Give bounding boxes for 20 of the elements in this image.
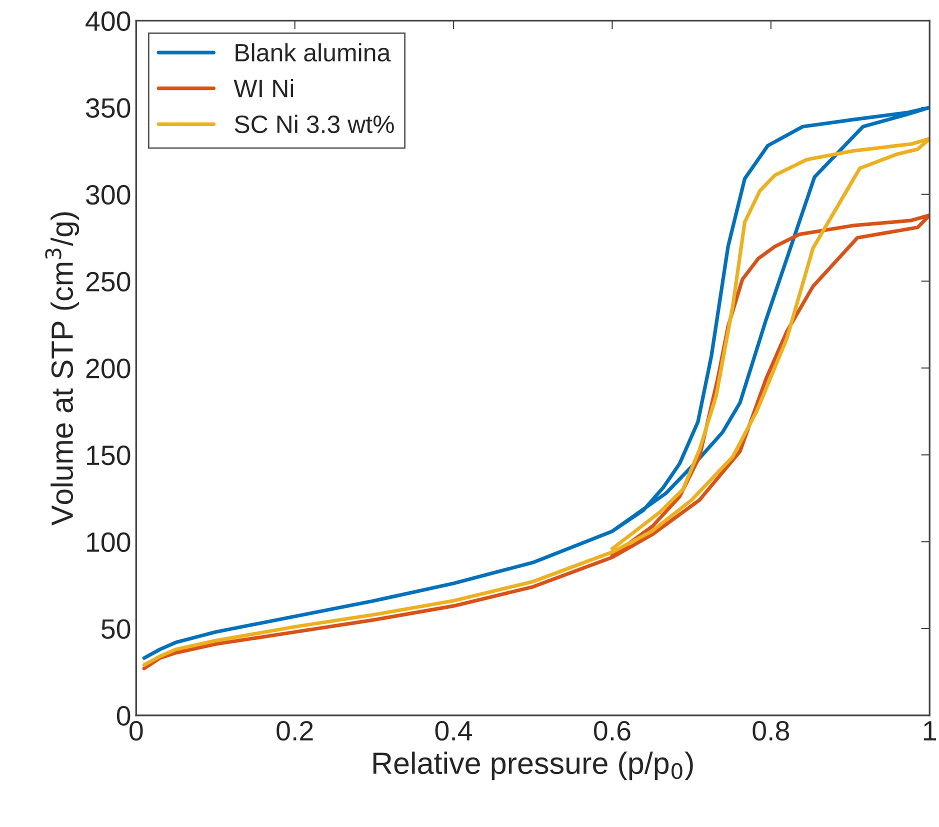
x-tick-label: 0.8 [752, 720, 790, 741]
y-axis-title: Volume at STP (cm$^{3}$/g) [45, 212, 80, 526]
x-axis-title: Relative pressure (p/p$_{0}$) [373, 752, 693, 780]
x-tick-label: 1 [924, 721, 936, 740]
y-tick-label: 150 [87, 446, 130, 466]
y-tick-label: 100 [87, 532, 130, 552]
y-tick-label: 0 [116, 706, 130, 726]
x-tick-label: 0.2 [276, 720, 313, 741]
y-tick-label: 400 [86, 11, 130, 32]
legend-label: WI Ni [234, 78, 294, 98]
y-tick-label: 200 [86, 358, 130, 378]
x-tick-label: 0 [130, 720, 143, 741]
x-tick-label: 0.4 [435, 720, 472, 741]
y-tick-label: 250 [86, 272, 130, 292]
x-tick-label: 0.6 [594, 720, 630, 741]
legend-label: SC Ni 3.3 wt% [234, 114, 394, 134]
y-tick-label: 300 [86, 185, 130, 205]
legend-label: Blank alumina [236, 43, 391, 62]
y-tick-label: 350 [86, 98, 130, 118]
y-tick-label: 50 [102, 619, 130, 639]
